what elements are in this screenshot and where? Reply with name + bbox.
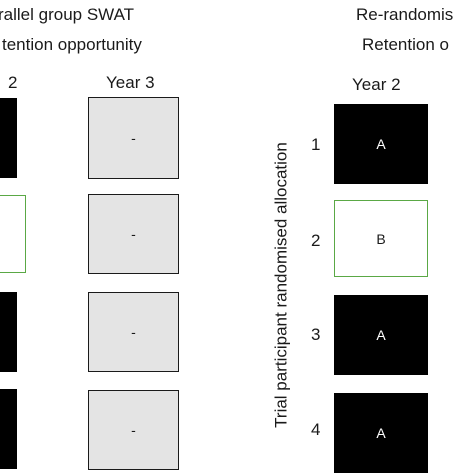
right-year2-cell-3: A — [334, 295, 428, 375]
right-title-line2: Retention o — [362, 35, 449, 54]
row-number-2: 2 — [311, 231, 321, 250]
right-year2-cell-1: A — [334, 104, 428, 184]
right-col-header: Year 2 — [352, 75, 401, 94]
left-col2-header: Year 3 — [106, 73, 155, 92]
left-year2-cell-2 — [0, 195, 26, 273]
left-year2-cell-1 — [0, 98, 17, 178]
left-year3-cell-4: - — [88, 390, 179, 470]
right-year2-cell-2: B — [334, 200, 428, 277]
row-number-3: 3 — [311, 325, 321, 344]
left-year2-cell-3 — [0, 292, 17, 372]
row-number-1: 1 — [311, 135, 321, 154]
right-title-line1: Re-randomis — [356, 5, 454, 24]
allocation-axis-label: Trial participant randomised allocation — [271, 142, 291, 428]
left-year3-cell-3: - — [88, 292, 179, 372]
left-title-line2: tention opportunity — [2, 35, 142, 54]
left-title-line1: rallel group SWAT — [0, 5, 135, 24]
left-year2-cell-4 — [0, 389, 17, 469]
left-col1-header: 2 — [8, 73, 18, 92]
row-number-4: 4 — [311, 420, 321, 439]
right-year2-cell-4: A — [334, 393, 428, 473]
left-year3-cell-1: - — [88, 97, 179, 179]
left-year3-cell-2: - — [88, 194, 179, 274]
